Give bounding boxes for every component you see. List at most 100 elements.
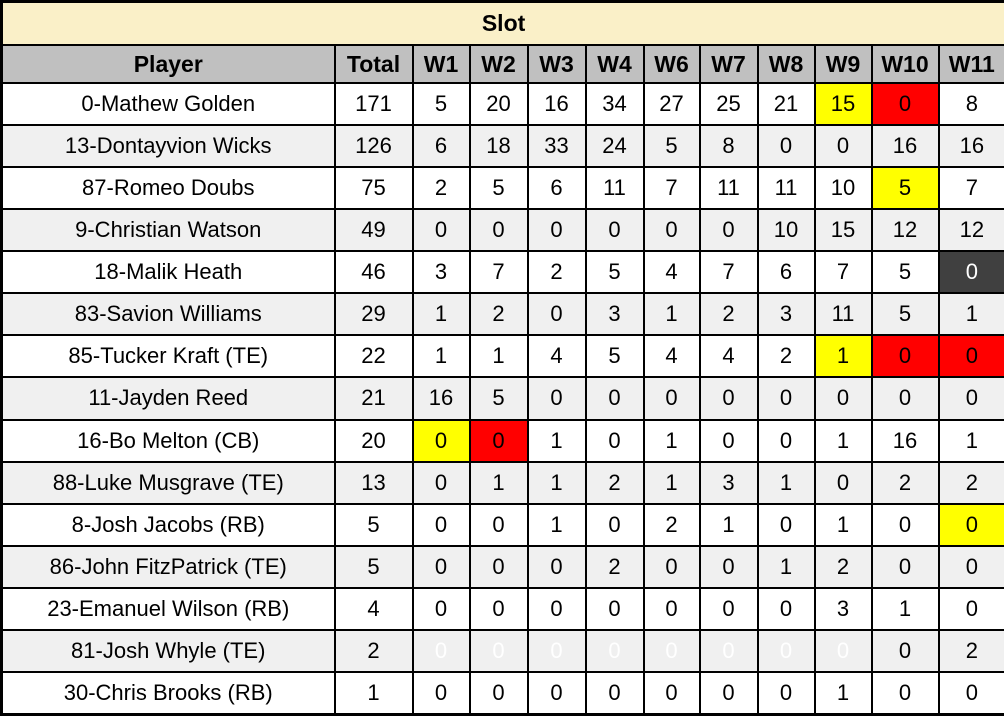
week-cell-w3[interactable]: 2 bbox=[526, 250, 587, 295]
week-cell-w10[interactable]: 0 bbox=[870, 502, 940, 547]
total-cell[interactable]: 4 bbox=[333, 586, 414, 631]
week-cell-w1[interactable]: 0 bbox=[411, 586, 471, 631]
week-cell-w8[interactable]: 21 bbox=[756, 81, 816, 127]
week-cell-w11[interactable]: 7 bbox=[937, 166, 1004, 211]
week-cell-w7[interactable]: 0 bbox=[698, 670, 759, 716]
week-cell-w6[interactable]: 0 bbox=[642, 544, 701, 589]
player-name-cell[interactable]: 18-Malik Heath bbox=[0, 250, 336, 295]
week-cell-w7[interactable]: 0 bbox=[698, 628, 759, 673]
week-cell-w1[interactable]: 0 bbox=[411, 544, 471, 589]
week-cell-w9[interactable]: 10 bbox=[813, 166, 873, 211]
week-cell-w10[interactable]: 5 bbox=[870, 250, 940, 295]
week-cell-w6[interactable]: 4 bbox=[642, 334, 701, 379]
week-cell-w8[interactable]: 0 bbox=[756, 628, 816, 673]
week-cell-w8[interactable]: 0 bbox=[756, 376, 816, 421]
week-cell-w7[interactable]: 4 bbox=[698, 334, 759, 379]
week-cell-w2[interactable]: 0 bbox=[468, 418, 529, 463]
player-name-cell[interactable]: 83-Savion Williams bbox=[0, 292, 336, 337]
week-cell-w9[interactable]: 1 bbox=[813, 334, 873, 379]
week-cell-w10[interactable]: 0 bbox=[870, 670, 940, 716]
total-cell[interactable]: 29 bbox=[333, 292, 414, 337]
week-cell-w7[interactable]: 0 bbox=[698, 376, 759, 421]
week-cell-w6[interactable]: 4 bbox=[642, 250, 701, 295]
week-cell-w4[interactable]: 2 bbox=[584, 544, 645, 589]
week-cell-w8[interactable]: 6 bbox=[756, 250, 816, 295]
column-header-w7[interactable]: W7 bbox=[698, 44, 759, 84]
week-cell-w7[interactable]: 8 bbox=[698, 124, 759, 169]
player-name-cell[interactable]: 16-Bo Melton (CB) bbox=[0, 418, 336, 463]
week-cell-w1[interactable]: 1 bbox=[411, 292, 471, 337]
week-cell-w3[interactable]: 0 bbox=[526, 208, 587, 253]
total-cell[interactable]: 5 bbox=[333, 502, 414, 547]
player-name-cell[interactable]: 88-Luke Musgrave (TE) bbox=[0, 460, 336, 505]
week-cell-w3[interactable]: 1 bbox=[526, 418, 587, 463]
total-cell[interactable]: 49 bbox=[333, 208, 414, 253]
total-cell[interactable]: 20 bbox=[333, 418, 414, 463]
week-cell-w6[interactable]: 1 bbox=[642, 460, 701, 505]
week-cell-w8[interactable]: 0 bbox=[756, 124, 816, 169]
column-header-w3[interactable]: W3 bbox=[526, 44, 587, 84]
column-header-w2[interactable]: W2 bbox=[468, 44, 529, 84]
total-cell[interactable]: 5 bbox=[333, 544, 414, 589]
week-cell-w3[interactable]: 1 bbox=[526, 460, 587, 505]
column-header-w1[interactable]: W1 bbox=[411, 44, 471, 84]
week-cell-w2[interactable]: 0 bbox=[468, 544, 529, 589]
total-cell[interactable]: 75 bbox=[333, 166, 414, 211]
week-cell-w3[interactable]: 0 bbox=[526, 670, 587, 716]
week-cell-w6[interactable]: 7 bbox=[642, 166, 701, 211]
week-cell-w9[interactable]: 11 bbox=[813, 292, 873, 337]
week-cell-w11[interactable]: 1 bbox=[937, 292, 1004, 337]
week-cell-w10[interactable]: 0 bbox=[870, 628, 940, 673]
week-cell-w7[interactable]: 11 bbox=[698, 166, 759, 211]
week-cell-w6[interactable]: 0 bbox=[642, 586, 701, 631]
week-cell-w4[interactable]: 0 bbox=[584, 208, 645, 253]
week-cell-w1[interactable]: 0 bbox=[411, 208, 471, 253]
week-cell-w1[interactable]: 3 bbox=[411, 250, 471, 295]
total-cell[interactable]: 126 bbox=[333, 124, 414, 169]
total-cell[interactable]: 46 bbox=[333, 250, 414, 295]
week-cell-w10[interactable]: 16 bbox=[870, 124, 940, 169]
player-name-cell[interactable]: 30-Chris Brooks (RB) bbox=[0, 670, 336, 716]
player-name-cell[interactable]: 87-Romeo Doubs bbox=[0, 166, 336, 211]
week-cell-w4[interactable]: 5 bbox=[584, 250, 645, 295]
week-cell-w9[interactable]: 7 bbox=[813, 250, 873, 295]
column-header-player[interactable]: Player bbox=[0, 44, 336, 84]
week-cell-w4[interactable]: 34 bbox=[584, 81, 645, 127]
week-cell-w3[interactable]: 1 bbox=[526, 502, 587, 547]
week-cell-w1[interactable]: 16 bbox=[411, 376, 471, 421]
week-cell-w10[interactable]: 0 bbox=[870, 544, 940, 589]
week-cell-w9[interactable]: 1 bbox=[813, 502, 873, 547]
week-cell-w8[interactable]: 1 bbox=[756, 460, 816, 505]
week-cell-w9[interactable]: 0 bbox=[813, 628, 873, 673]
week-cell-w1[interactable]: 0 bbox=[411, 460, 471, 505]
week-cell-w10[interactable]: 0 bbox=[870, 81, 940, 127]
week-cell-w2[interactable]: 5 bbox=[468, 376, 529, 421]
week-cell-w11[interactable]: 0 bbox=[937, 586, 1004, 631]
week-cell-w11[interactable]: 2 bbox=[937, 460, 1004, 505]
player-name-cell[interactable]: 81-Josh Whyle (TE) bbox=[0, 628, 336, 673]
week-cell-w10[interactable]: 0 bbox=[870, 334, 940, 379]
week-cell-w1[interactable]: 0 bbox=[411, 628, 471, 673]
week-cell-w8[interactable]: 0 bbox=[756, 502, 816, 547]
week-cell-w6[interactable]: 1 bbox=[642, 418, 701, 463]
week-cell-w3[interactable]: 4 bbox=[526, 334, 587, 379]
week-cell-w2[interactable]: 0 bbox=[468, 670, 529, 716]
week-cell-w10[interactable]: 5 bbox=[870, 166, 940, 211]
player-name-cell[interactable]: 13-Dontayvion Wicks bbox=[0, 124, 336, 169]
column-header-w8[interactable]: W8 bbox=[756, 44, 816, 84]
week-cell-w1[interactable]: 0 bbox=[411, 670, 471, 716]
week-cell-w11[interactable]: 0 bbox=[937, 502, 1004, 547]
player-name-cell[interactable]: 9-Christian Watson bbox=[0, 208, 336, 253]
week-cell-w6[interactable]: 0 bbox=[642, 670, 701, 716]
column-header-total[interactable]: Total bbox=[333, 44, 414, 84]
week-cell-w8[interactable]: 1 bbox=[756, 544, 816, 589]
week-cell-w9[interactable]: 2 bbox=[813, 544, 873, 589]
week-cell-w6[interactable]: 0 bbox=[642, 628, 701, 673]
week-cell-w4[interactable]: 0 bbox=[584, 418, 645, 463]
week-cell-w6[interactable]: 0 bbox=[642, 208, 701, 253]
week-cell-w9[interactable]: 0 bbox=[813, 376, 873, 421]
week-cell-w3[interactable]: 16 bbox=[526, 81, 587, 127]
week-cell-w10[interactable]: 2 bbox=[870, 460, 940, 505]
week-cell-w7[interactable]: 0 bbox=[698, 418, 759, 463]
week-cell-w3[interactable]: 0 bbox=[526, 544, 587, 589]
